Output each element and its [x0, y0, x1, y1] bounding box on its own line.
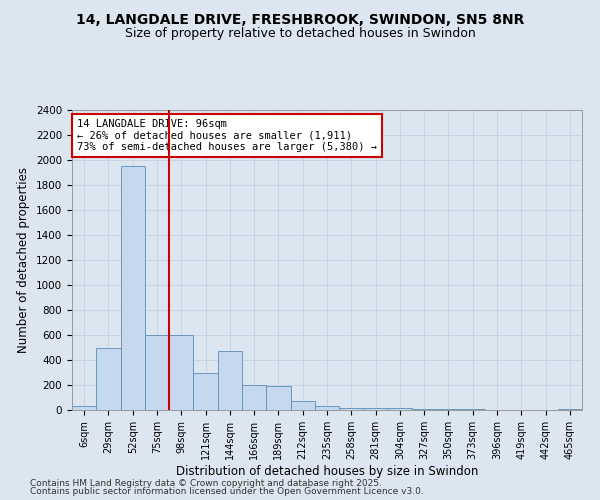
X-axis label: Distribution of detached houses by size in Swindon: Distribution of detached houses by size …	[176, 464, 478, 477]
Y-axis label: Number of detached properties: Number of detached properties	[17, 167, 31, 353]
Text: 14 LANGDALE DRIVE: 96sqm
← 26% of detached houses are smaller (1,911)
73% of sem: 14 LANGDALE DRIVE: 96sqm ← 26% of detach…	[77, 119, 377, 152]
Bar	[121, 166, 145, 410]
Bar	[412, 409, 436, 410]
Bar	[145, 335, 169, 410]
Text: Contains HM Land Registry data © Crown copyright and database right 2025.: Contains HM Land Registry data © Crown c…	[30, 478, 382, 488]
Bar	[218, 351, 242, 410]
Bar	[169, 335, 193, 410]
Bar	[315, 406, 339, 410]
Text: 14, LANGDALE DRIVE, FRESHBROOK, SWINDON, SN5 8NR: 14, LANGDALE DRIVE, FRESHBROOK, SWINDON,…	[76, 12, 524, 26]
Bar	[388, 408, 412, 410]
Bar	[266, 386, 290, 410]
Bar	[364, 408, 388, 410]
Bar	[339, 408, 364, 410]
Bar	[193, 372, 218, 410]
Bar	[242, 385, 266, 410]
Bar	[290, 401, 315, 410]
Bar	[96, 348, 121, 410]
Text: Size of property relative to detached houses in Swindon: Size of property relative to detached ho…	[125, 28, 475, 40]
Bar	[72, 406, 96, 410]
Bar	[558, 409, 582, 410]
Text: Contains public sector information licensed under the Open Government Licence v3: Contains public sector information licen…	[30, 487, 424, 496]
Bar	[436, 409, 461, 410]
